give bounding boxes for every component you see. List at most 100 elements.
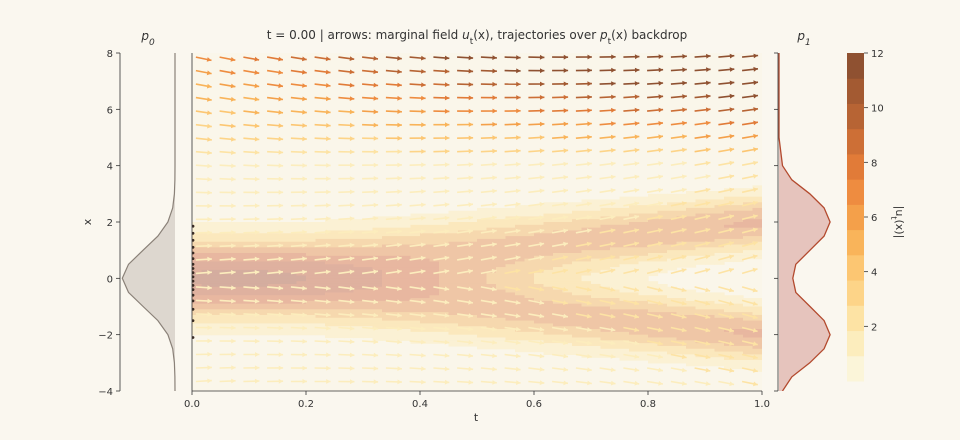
velocity-arrow	[718, 160, 735, 166]
velocity-arrow	[290, 203, 307, 208]
velocity-arrow	[267, 163, 284, 168]
velocity-arrow	[528, 161, 545, 167]
velocity-arrow	[457, 379, 474, 385]
velocity-arrow	[195, 176, 212, 182]
velocity-arrow	[314, 123, 331, 128]
velocity-arrow	[528, 135, 545, 140]
p0-density-line	[121, 53, 176, 391]
velocity-arrow	[433, 299, 450, 305]
velocity-arrow	[646, 353, 664, 359]
velocity-arrow	[646, 254, 663, 261]
velocity-arrow	[338, 109, 355, 115]
velocity-arrow	[480, 108, 497, 114]
velocity-arrow	[195, 325, 212, 330]
velocity-arrow	[457, 122, 474, 127]
velocity-arrow	[338, 242, 355, 248]
velocity-arrow	[433, 269, 450, 275]
x-tick-label: 0.2	[298, 399, 314, 410]
velocity-arrow	[362, 242, 379, 248]
trajectory-start-point	[192, 245, 195, 249]
y-axis-label: x	[81, 218, 94, 225]
velocity-arrow	[646, 174, 664, 180]
velocity-arrow	[219, 365, 236, 371]
velocity-arrow	[457, 135, 474, 141]
velocity-arrow	[267, 352, 284, 357]
velocity-arrow	[528, 148, 545, 154]
y-tick-label: −4	[98, 387, 113, 398]
velocity-arrow	[195, 203, 212, 209]
velocity-arrow	[480, 380, 497, 385]
velocity-arrow	[409, 55, 426, 61]
velocity-arrow	[433, 95, 450, 101]
velocity-arrow	[433, 149, 450, 154]
velocity-arrow	[670, 340, 687, 346]
velocity-arrow	[480, 313, 497, 319]
velocity-arrow	[290, 269, 307, 275]
velocity-arrow	[243, 243, 260, 249]
velocity-arrow	[504, 202, 521, 207]
velocity-arrow	[338, 96, 355, 101]
velocity-arrow	[504, 255, 521, 261]
velocity-arrow	[741, 286, 758, 293]
velocity-arrow	[718, 174, 735, 180]
velocity-arrow	[385, 379, 402, 385]
velocity-arrow	[718, 93, 735, 99]
velocity-arrow	[694, 340, 711, 346]
velocity-arrow	[195, 378, 212, 384]
velocity-arrow	[290, 325, 307, 331]
velocity-arrow	[409, 229, 426, 234]
velocity-arrow	[195, 270, 212, 275]
velocity-arrow	[456, 228, 474, 234]
velocity-arrow	[599, 121, 616, 127]
velocity-arrow	[409, 109, 426, 114]
velocity-arrow	[552, 108, 569, 113]
velocity-arrow	[219, 83, 236, 89]
velocity-arrow	[409, 379, 426, 385]
velocity-arrow	[623, 353, 640, 359]
velocity-arrow	[433, 326, 450, 332]
velocity-arrow	[646, 228, 663, 234]
velocity-arrow	[480, 299, 497, 305]
velocity-arrow	[267, 312, 284, 318]
left-density-panel: −4 −2 0 2 4 6 8 x	[81, 49, 176, 398]
velocity-arrow	[290, 83, 307, 88]
velocity-arrow	[314, 312, 331, 318]
velocity-arrow	[552, 161, 569, 167]
velocity-arrow	[385, 109, 402, 114]
velocity-arrow	[504, 68, 521, 74]
velocity-arrow	[528, 353, 545, 359]
velocity-arrow	[457, 162, 474, 167]
velocity-arrow	[314, 136, 331, 142]
velocity-arrow	[385, 269, 402, 275]
velocity-arrow	[338, 379, 355, 385]
velocity-arrow	[528, 108, 545, 114]
velocity-arrow	[551, 241, 569, 248]
trajectory-start-point	[192, 336, 195, 339]
velocity-arrow	[599, 134, 616, 140]
velocity-arrow	[741, 120, 759, 126]
velocity-arrow	[480, 286, 497, 292]
x-tick-label: 0.8	[640, 399, 656, 410]
velocity-arrow	[718, 187, 735, 194]
velocity-arrow	[647, 134, 664, 140]
velocity-arrow	[314, 176, 331, 182]
velocity-arrow	[646, 340, 663, 346]
velocity-arrow	[480, 255, 497, 261]
velocity-arrow	[552, 134, 569, 140]
x-tick-label: 0.4	[412, 399, 428, 410]
velocity-arrow	[528, 215, 545, 221]
velocity-arrow	[480, 353, 497, 359]
velocity-arrow	[741, 313, 758, 320]
velocity-arrow	[742, 80, 759, 86]
velocity-arrow	[670, 299, 687, 306]
velocity-arrow	[528, 54, 545, 60]
velocity-arrow	[718, 134, 735, 139]
velocity-arrow	[694, 201, 711, 207]
velocity-arrow	[528, 367, 545, 372]
velocity-arrow	[694, 94, 711, 99]
velocity-arrow	[551, 255, 568, 261]
velocity-arrow	[599, 54, 616, 60]
velocity-arrow	[718, 299, 735, 306]
velocity-arrow	[314, 285, 331, 291]
velocity-arrow	[385, 286, 402, 291]
